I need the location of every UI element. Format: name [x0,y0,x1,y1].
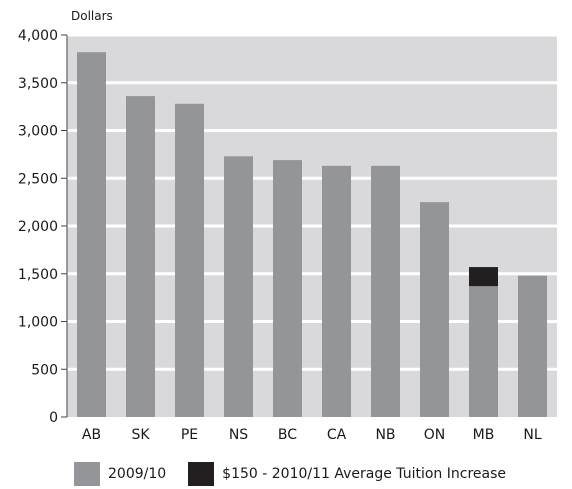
y-tick-label: 3,000 [18,124,58,140]
bar-ca [322,165,351,417]
bar-sk [126,96,155,418]
legend-label-2009-10: 2009/10 [108,466,167,482]
bar-bc [273,160,302,418]
bars [77,52,547,418]
bar-on [420,202,449,417]
y-tick-label: 500 [31,362,58,378]
bar-nl [518,275,547,417]
y-tick-label: 0 [49,410,58,426]
y-tick-label: 1,500 [18,267,58,283]
x-tick-label: NL [523,427,541,443]
legend: 2009/10 $150 - 2010/11 Average Tuition I… [74,462,528,486]
legend-item-2009-10: 2009/10 [74,462,166,486]
y-axis: 0 500 1,000 1,500 2,000 2,500 3,000 3,500 4,000 [18,28,68,426]
legend-swatch-2009-10 [74,462,100,486]
y-axis-label: Dollars [71,9,113,23]
bar-pe [175,103,204,417]
x-tick-label: NB [375,427,395,443]
x-tick-label: CA [327,427,347,443]
bar-nb [371,165,400,417]
x-tick-label: NS [229,427,248,443]
y-tick-label: 2,000 [18,219,58,235]
bar-increase-mb [469,267,498,287]
x-tick-label: PE [181,427,198,443]
chart: 05001,0001,5002,0002,5003,0003,5004,000 … [18,9,557,443]
y-tick-label: 2,500 [18,171,58,187]
y-tick-label: 4,000 [18,28,58,44]
x-tick-label: AB [82,427,101,443]
y-tick-label: 3,500 [18,76,58,92]
x-tick-label: SK [131,427,150,443]
bar-ns [224,156,253,417]
x-tick-label: ON [424,427,446,443]
x-tick-label: MB [473,427,495,443]
x-axis: AB SK PE NS BC CA NB ON MB NL [82,427,542,443]
bar-ab [77,52,106,417]
legend-swatch-tuition-increase [188,462,215,486]
bar-mb [469,286,498,417]
x-tick-label: BC [278,427,297,443]
legend-label-tuition-increase: $150 - 2010/11 Average Tuition Increase [222,466,507,482]
legend-item-tuition-increase: $150 - 2010/11 Average Tuition Increase [188,462,506,486]
y-tick-label: 1,000 [18,315,58,331]
